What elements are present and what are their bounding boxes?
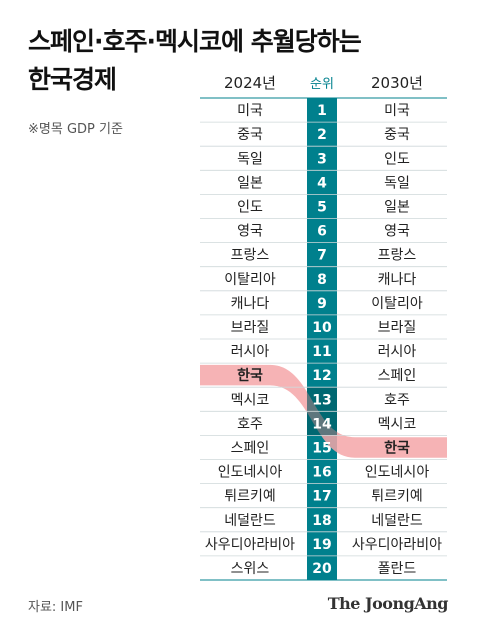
- right-country-label: 스페인: [378, 368, 417, 384]
- left-country-label: 호주: [237, 416, 263, 432]
- left-country-label: 네덜란드: [224, 513, 276, 529]
- highlight-band-korea: [200, 364, 447, 458]
- right-country-label: 네덜란드: [371, 513, 423, 529]
- left-country-label: 중국: [237, 127, 263, 143]
- left-country-label: 프랑스: [231, 248, 270, 264]
- rank-number: 20: [312, 561, 332, 577]
- rank-cell-overlap: [307, 387, 337, 412]
- right-country-label: 사우디아라비아: [352, 537, 442, 553]
- rank-number: 17: [312, 489, 331, 505]
- chart-title-line2: 한국경제: [28, 65, 117, 94]
- right-country-label: 폴란드: [378, 561, 417, 577]
- right-country-label: 멕시코: [378, 416, 417, 432]
- rank-number: 13: [312, 392, 331, 408]
- basis-note: ※명목 GDP 기준: [28, 122, 123, 137]
- left-country-label: 인도: [237, 199, 263, 215]
- left-country-label: 영국: [237, 224, 263, 240]
- rank-number: 1: [317, 103, 327, 119]
- rank-number: 19: [312, 537, 331, 553]
- rank-cell-overlap: [307, 411, 337, 436]
- right-country-label: 러시아: [378, 344, 417, 360]
- rank-number: 8: [317, 272, 327, 288]
- source-label: 자료: IMF: [28, 600, 83, 615]
- left-country-label: 멕시코: [231, 392, 270, 408]
- rank-number: 10: [312, 320, 332, 336]
- column-header: 순위: [310, 77, 334, 92]
- left-country-label: 인도네시아: [218, 465, 283, 481]
- left-country-label: 스페인: [231, 440, 270, 456]
- left-country-label: 이탈리아: [224, 272, 276, 288]
- column-header: 2024년: [224, 74, 276, 92]
- left-country-label: 독일: [237, 151, 263, 167]
- right-country-label: 중국: [384, 127, 410, 143]
- right-country-label: 인도: [384, 151, 410, 167]
- left-country-label: 한국: [237, 368, 263, 384]
- publisher-logo: The JoongAng: [327, 594, 449, 613]
- chart-title-line1: 스페인·호주·멕시코에 추월당하는: [28, 27, 362, 56]
- rank-number: 5: [317, 199, 327, 215]
- rank-number: 6: [317, 224, 327, 240]
- rank-number: 2: [317, 127, 327, 143]
- left-country-label: 튀르키예: [224, 489, 276, 505]
- right-country-label: 한국: [384, 440, 410, 456]
- right-country-label: 인도네시아: [365, 465, 430, 481]
- right-country-label: 호주: [384, 392, 410, 408]
- rank-number: 16: [312, 465, 331, 481]
- right-country-label: 독일: [384, 175, 410, 191]
- right-country-label: 튀르키예: [371, 489, 423, 505]
- rank-number: 4: [317, 175, 327, 191]
- right-country-label: 영국: [384, 224, 410, 240]
- right-country-label: 일본: [384, 199, 410, 215]
- rank-number: 3: [317, 151, 327, 167]
- rank-number: 11: [312, 344, 331, 360]
- right-country-label: 미국: [384, 103, 410, 119]
- column-header: 2030년: [371, 74, 423, 92]
- rank-number: 7: [317, 248, 327, 264]
- left-country-label: 브라질: [231, 320, 270, 336]
- right-country-label: 브라질: [378, 320, 417, 336]
- left-country-label: 러시아: [231, 344, 270, 360]
- left-country-label: 스위스: [231, 561, 270, 577]
- left-country-label: 미국: [237, 103, 263, 119]
- rank-number: 15: [312, 440, 331, 456]
- left-country-label: 일본: [237, 175, 263, 191]
- rank-number: 12: [312, 368, 331, 384]
- rank-number: 18: [312, 513, 331, 529]
- right-country-label: 프랑스: [378, 248, 417, 264]
- right-country-label: 이탈리아: [371, 296, 423, 312]
- right-country-label: 캐나다: [378, 272, 417, 288]
- rank-number: 14: [312, 416, 332, 432]
- rank-number: 9: [317, 296, 327, 312]
- left-country-label: 캐나다: [231, 296, 270, 312]
- left-country-label: 사우디아라비아: [205, 537, 295, 553]
